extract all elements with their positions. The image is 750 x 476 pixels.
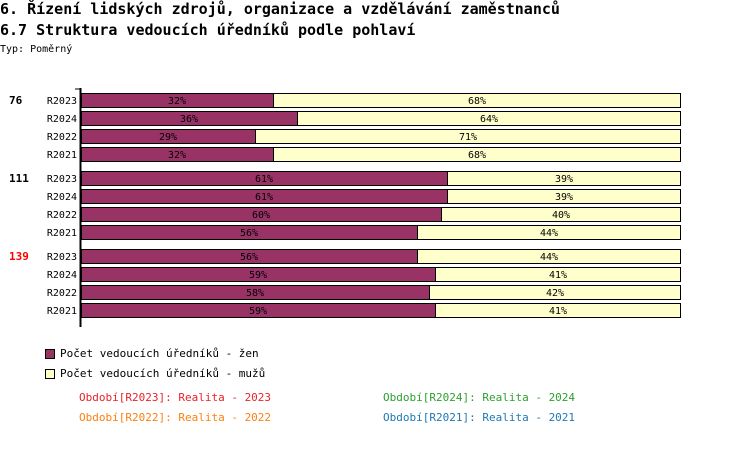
data-label-zen: 56%: [240, 252, 258, 263]
group-label: 111: [9, 172, 29, 185]
bar-muzu: [273, 147, 681, 162]
legend-swatch-zen: [45, 348, 55, 359]
category-label: R2023: [47, 252, 77, 263]
period-r2021: Období[R2021]: Realita - 2021: [383, 411, 576, 424]
bar-muzu: [297, 111, 681, 126]
stacked-bar-chart: 76 R2023 32% 68% R2024 36% 64% R2022 29% 71% R2021…: [9, 88, 681, 327]
data-label-muzu: 41%: [549, 270, 567, 281]
group-label: 139: [9, 250, 29, 263]
data-label-muzu: 44%: [540, 252, 558, 263]
data-label-zen: 60%: [252, 210, 270, 221]
data-label-muzu: 68%: [468, 150, 486, 161]
data-label-muzu: 44%: [540, 228, 558, 239]
bar-muzu: [429, 285, 681, 300]
data-label-muzu: 64%: [480, 114, 498, 125]
category-label: R2024: [47, 270, 77, 281]
data-label-zen: 32%: [168, 150, 186, 161]
data-label-muzu: 42%: [546, 288, 564, 299]
data-label-zen: 61%: [255, 192, 273, 203]
page-title: 6. Řízení lidských zdrojů, organizace a …: [0, 0, 560, 18]
bar-muzu: [255, 129, 681, 144]
legend-item-zen: Počet vedoucích úředníků - žen: [45, 347, 259, 360]
data-label-zen: 36%: [180, 114, 198, 125]
category-label: R2021: [47, 306, 77, 317]
bar-muzu: [273, 93, 681, 108]
data-label-zen: 56%: [240, 228, 258, 239]
category-label: R2021: [47, 150, 77, 161]
legend-swatch-muzu: [45, 368, 55, 379]
data-label-muzu: 71%: [459, 132, 477, 143]
data-label-zen: 59%: [249, 306, 267, 317]
data-label-muzu: 39%: [555, 174, 573, 185]
data-label-zen: 61%: [255, 174, 273, 185]
data-label-zen: 58%: [246, 288, 264, 299]
data-label-muzu: 40%: [552, 210, 570, 221]
category-label: R2021: [47, 228, 77, 239]
category-label: R2022: [47, 210, 77, 221]
category-label: R2022: [47, 132, 77, 143]
data-label-muzu: 41%: [549, 306, 567, 317]
legend-item-muzu: Počet vedoucích úředníků - mužů: [45, 367, 265, 380]
period-r2022: Období[R2022]: Realita - 2022: [79, 411, 272, 424]
period-r2023: Období[R2023]: Realita - 2023: [79, 391, 272, 404]
bar-muzu: [435, 303, 681, 318]
legend-label: Počet vedoucích úředníků - mužů: [60, 367, 266, 380]
bar-muzu: [417, 225, 681, 240]
data-label-muzu: 68%: [468, 96, 486, 107]
category-label: R2024: [47, 114, 77, 125]
bar-muzu: [417, 249, 681, 264]
period-r2024: Období[R2024]: Realita - 2024: [383, 391, 576, 404]
type-label: Typ: Poměrný: [0, 44, 73, 55]
legend-label: Počet vedoucích úředníků - žen: [60, 347, 259, 360]
bar-muzu: [447, 171, 681, 186]
category-label: R2024: [47, 192, 77, 203]
bar-muzu: [447, 189, 681, 204]
chart-subtitle: 6.7 Struktura vedoucích úředníků podle p…: [0, 21, 416, 39]
group-label: 76: [9, 94, 23, 107]
category-label: R2023: [47, 174, 77, 185]
bar-muzu: [435, 267, 681, 282]
bar-muzu: [441, 207, 681, 222]
data-label-muzu: 39%: [555, 192, 573, 203]
data-label-zen: 59%: [249, 270, 267, 281]
data-label-zen: 32%: [168, 96, 186, 107]
data-label-zen: 29%: [159, 132, 177, 143]
category-label: R2022: [47, 288, 77, 299]
category-label: R2023: [47, 96, 77, 107]
